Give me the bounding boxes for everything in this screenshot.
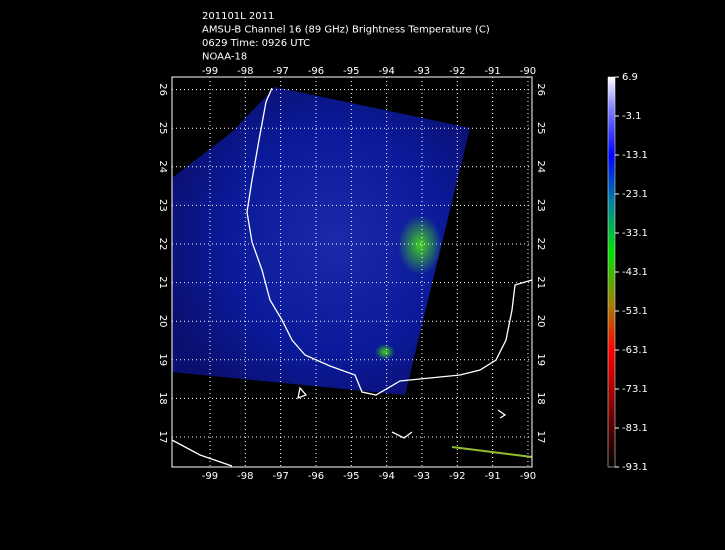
lat-label: 25 xyxy=(535,122,546,135)
colorbar-label: -3.1 xyxy=(622,111,642,122)
lon-label: -96 xyxy=(308,66,324,77)
colorbar-label: -13.1 xyxy=(622,150,648,161)
lat-label: 26 xyxy=(157,83,168,96)
colorbar-label: -23.1 xyxy=(622,189,648,200)
colorbar-label: 6.9 xyxy=(622,72,638,83)
lon-label: -95 xyxy=(343,471,359,482)
lon-label: -90 xyxy=(520,471,536,482)
lon-label: -91 xyxy=(484,66,500,77)
lon-label: -91 xyxy=(484,471,500,482)
lon-label: -95 xyxy=(343,66,359,77)
lon-label: -93 xyxy=(414,66,430,77)
lat-label: 21 xyxy=(535,276,546,289)
lat-label: 21 xyxy=(157,276,168,289)
header: 201101L 2011 AMSU-B Channel 16 (89 GHz) B… xyxy=(202,11,490,63)
swath-edge xyxy=(451,446,533,458)
lon-label: -99 xyxy=(202,66,218,77)
lon-label: -97 xyxy=(272,471,288,482)
lon-label: -97 xyxy=(272,66,288,77)
colorbar-label: -83.1 xyxy=(622,423,648,434)
lat-label: 22 xyxy=(157,238,168,251)
header-line: AMSU-B Channel 16 (89 GHz) Brightness Te… xyxy=(202,25,490,36)
lat-label: 17 xyxy=(157,431,168,444)
cold-area xyxy=(398,215,442,275)
lat-label: 20 xyxy=(535,315,546,328)
header-line: 201101L 2011 xyxy=(202,11,274,22)
header-line: NOAA-18 xyxy=(202,52,247,63)
lat-label: 23 xyxy=(535,199,546,212)
lon-label: -94 xyxy=(378,66,394,77)
grid: -99 -99 -98 -98 -97 -97 -96 -96 -95 -95 -94 -94 -93 -… xyxy=(157,66,546,482)
satellite-swath xyxy=(172,87,470,395)
header-line: 0629 Time: 0926 UTC xyxy=(202,38,310,49)
lon-label: -98 xyxy=(237,66,253,77)
lat-label: 18 xyxy=(157,392,168,405)
lat-label: 20 xyxy=(157,315,168,328)
lon-label: -99 xyxy=(202,471,218,482)
lat-label: 17 xyxy=(535,431,546,444)
lon-label: -92 xyxy=(449,66,465,77)
lat-label: 19 xyxy=(535,353,546,366)
lon-label: -92 xyxy=(449,471,465,482)
cold-area xyxy=(375,344,395,360)
lon-label: -94 xyxy=(378,471,394,482)
colorbar-label: -33.1 xyxy=(622,228,648,239)
lat-label: 23 xyxy=(157,199,168,212)
map-frame xyxy=(171,76,533,468)
coastline xyxy=(171,87,533,467)
colorbar xyxy=(607,76,616,468)
lat-label: 26 xyxy=(535,83,546,96)
lat-label: 19 xyxy=(157,353,168,366)
colorbar-label: -53.1 xyxy=(622,306,648,317)
colorbar-label: -73.1 xyxy=(622,384,648,395)
lat-label: 25 xyxy=(157,122,168,135)
lat-label: 24 xyxy=(157,160,168,173)
lon-label: -98 xyxy=(237,471,253,482)
colorbar-label: -43.1 xyxy=(622,267,648,278)
lat-label: 22 xyxy=(535,238,546,251)
colorbar-labels: 6.9 -3.1 -13.1 -23.1 -33.1 -43.1 -53.1 -63.1 -73… xyxy=(615,72,648,473)
lon-label: -93 xyxy=(414,471,430,482)
colorbar-label: -93.1 xyxy=(622,462,648,473)
lon-label: -96 xyxy=(308,471,324,482)
lat-label: 24 xyxy=(535,160,546,173)
lat-label: 18 xyxy=(535,392,546,405)
lon-label: -90 xyxy=(520,66,536,77)
colorbar-label: -63.1 xyxy=(622,345,648,356)
